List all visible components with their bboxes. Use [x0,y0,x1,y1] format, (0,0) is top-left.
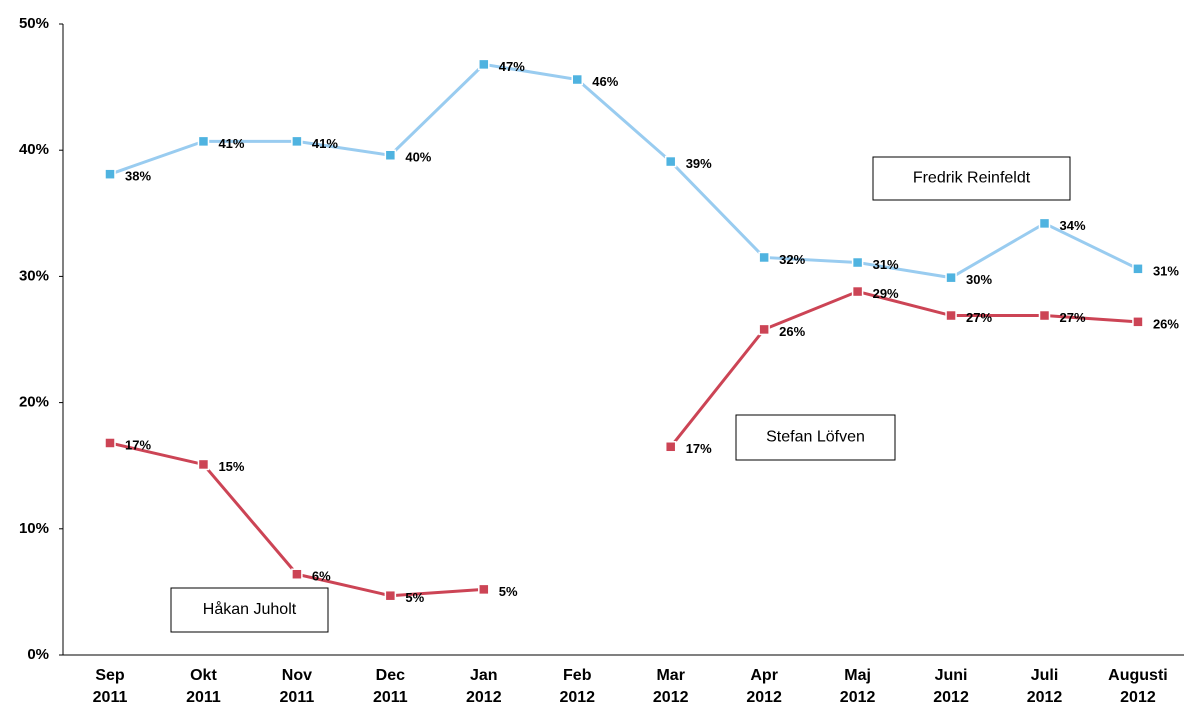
marker [1038,309,1051,322]
data-label: 31% [873,257,899,272]
x-tick-label: Okt 2011 [186,667,221,706]
x-tick-label: Maj 2012 [840,667,876,706]
data-label: 5% [499,584,518,599]
data-label: 17% [686,441,712,456]
series-name-box [170,587,329,633]
marker [664,441,677,453]
marker [197,458,210,471]
x-tick-label: Nov 2011 [280,667,315,706]
series-name: Håkan Juholt [203,600,297,618]
data-label: 26% [779,324,805,339]
marker [1038,217,1051,230]
marker [758,251,770,264]
data-label: 27% [966,310,992,325]
x-tick-label: Feb 2012 [559,667,595,706]
marker [664,155,677,168]
series-name: Fredrik Reinfeldt [913,170,1031,187]
x-tick-label: Jan 2012 [466,667,502,706]
data-label: 47% [499,59,525,74]
data-label: 5% [405,590,424,605]
marker [384,149,397,161]
marker [1132,263,1144,275]
series-line [669,289,1139,448]
marker [945,309,957,322]
x-tick-label: Dec 2011 [373,667,408,706]
marker [104,437,116,449]
marker [291,135,303,148]
data-label: 30% [966,272,992,287]
data-label: 39% [686,156,712,171]
data-label: 31% [1153,263,1179,278]
marker [104,168,116,180]
series-name-box [872,156,1071,201]
x-tick-label: Sep 2011 [93,667,128,706]
x-tick-label: Juli 2012 [1027,667,1063,706]
series-line [109,62,1139,280]
marker [571,73,583,86]
marker [478,58,490,71]
x-tick-label: Augusti 2012 [1108,667,1168,706]
x-tick-label: Apr 2012 [746,667,782,706]
marker [851,285,864,298]
data-label: 6% [312,569,331,584]
data-label: 27% [1060,310,1086,325]
data-label: 41% [218,136,244,151]
y-tick-label: 30% [19,267,49,284]
marker [851,256,864,269]
data-label: 46% [592,74,618,89]
y-tick-label: 10% [19,520,49,537]
marker [758,323,770,336]
marker [197,135,210,148]
marker [945,271,957,284]
data-label: 41% [312,136,338,151]
data-label: 26% [1153,316,1179,331]
data-label: 15% [218,459,244,474]
x-tick-label: Juni 2012 [933,667,969,706]
y-tick-label: 20% [19,394,49,411]
y-tick-label: 0% [27,646,49,663]
marker [291,568,303,580]
data-label: 32% [779,252,805,267]
data-label: 40% [405,150,431,165]
series-name: Stefan Löfven [766,429,865,446]
y-tick-label: 40% [19,141,49,158]
data-label: 38% [125,169,151,184]
data-label: 29% [873,286,899,301]
marker [384,589,397,602]
series-name-box [735,414,896,461]
y-tick-label: 50% [19,15,49,32]
marker [1132,316,1144,328]
data-label: 17% [125,437,151,452]
marker [478,583,490,596]
x-tick-label: Mar 2012 [653,667,689,706]
data-label: 34% [1060,218,1086,233]
